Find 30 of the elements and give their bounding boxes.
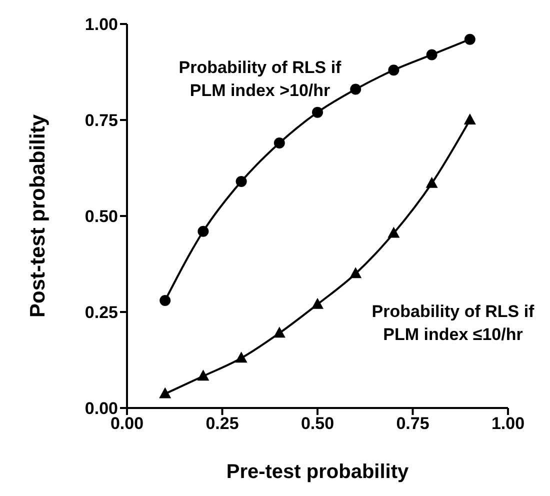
- point: [160, 294, 171, 306]
- point: [350, 84, 362, 95]
- point: [312, 106, 323, 118]
- x-tick-label: 0.50: [300, 414, 334, 434]
- y-tick-label: 0.50: [84, 207, 118, 226]
- point: [388, 64, 400, 76]
- y-tick-label: 0.25: [84, 303, 118, 322]
- point: [464, 34, 476, 45]
- point: [273, 326, 286, 338]
- point: [159, 387, 172, 398]
- point: [274, 138, 285, 149]
- x-axis-title: Pre-test probability: [226, 461, 410, 483]
- point: [236, 176, 247, 187]
- y-axis-title: Post-test probability: [26, 114, 50, 318]
- y-tick-label: 1.00: [84, 15, 118, 34]
- x-tick-label: 0.25: [206, 414, 239, 434]
- point: [350, 267, 362, 278]
- series-label: Probability of RLS if PLM index ≤10/hr: [372, 301, 534, 346]
- y-tick-label: 0.75: [84, 111, 118, 130]
- point: [388, 226, 400, 238]
- point: [312, 298, 324, 309]
- point: [426, 176, 438, 188]
- x-tick-label: 0.75: [396, 414, 430, 434]
- x-tick-label: 1.00: [491, 414, 525, 434]
- point: [464, 114, 476, 124]
- point: [426, 49, 438, 60]
- point: [197, 370, 210, 381]
- series-label: Probability of RLS if PLM index >10/hr: [178, 57, 342, 102]
- point: [235, 352, 248, 363]
- point: [198, 226, 209, 237]
